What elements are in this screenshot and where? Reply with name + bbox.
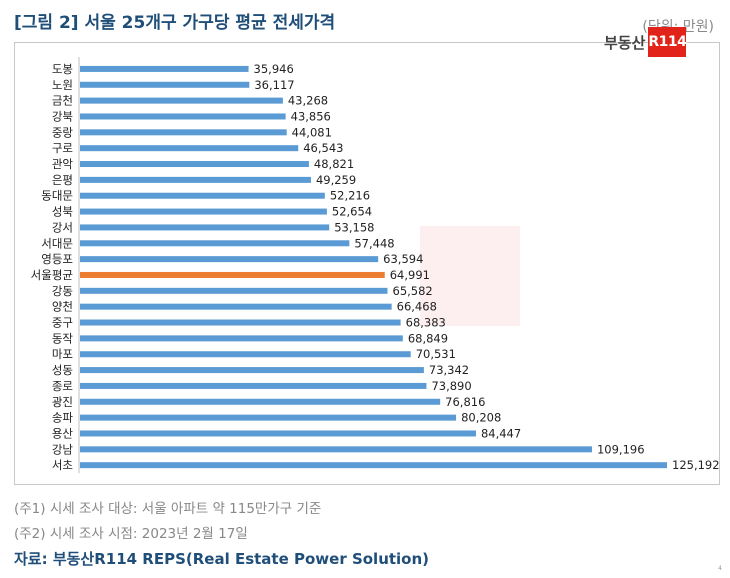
footnote-1: (주1) 시세 조사 대상: 서울 아파트 약 115만가구 기준 — [14, 501, 322, 517]
value-label: 64,991 — [390, 268, 430, 282]
bar — [80, 430, 476, 437]
bar — [80, 256, 379, 263]
bar — [80, 192, 325, 199]
category-label: 관악 — [52, 157, 74, 171]
category-label: 성동 — [52, 363, 73, 377]
bar — [80, 81, 250, 88]
value-label: 68,383 — [406, 316, 446, 330]
value-label: 109,196 — [597, 442, 645, 456]
category-label: 강동 — [52, 284, 73, 298]
category-label: 양천 — [52, 300, 73, 314]
bar — [80, 113, 286, 120]
bar — [80, 303, 392, 310]
value-label: 49,259 — [316, 173, 356, 187]
category-label: 도봉 — [52, 62, 73, 76]
value-label: 84,447 — [481, 426, 521, 440]
category-label: 마포 — [52, 347, 73, 361]
bar — [80, 97, 283, 104]
bar — [80, 367, 424, 374]
source-line: 자료: 부동산R114 REPS(Real Estate Power Solut… — [14, 550, 430, 568]
bar — [80, 145, 299, 152]
category-label: 용산 — [52, 426, 74, 440]
category-label: 금천 — [52, 94, 73, 108]
bar — [80, 446, 592, 453]
category-label: 서울평균 — [31, 268, 73, 282]
value-label: 65,582 — [393, 284, 433, 298]
bar-chart: 도봉 35,946 노원 36,117 금천 43,268 강북 43,856 중랑 44,081… — [31, 57, 720, 474]
category-label: 은평 — [52, 173, 73, 187]
value-label: 66,468 — [397, 300, 437, 314]
chart-area: 도봉 35,946 노원 36,117 금천 43,268 강북 43,856 중랑 44,081… — [14, 42, 720, 485]
value-label: 68,849 — [408, 331, 448, 345]
category-label: 중랑 — [52, 125, 74, 139]
category-label: 성북 — [52, 205, 73, 219]
bar — [80, 398, 441, 405]
chart-title: [그림 2] 서울 25개구 가구당 평균 전세가격 — [14, 13, 336, 33]
category-label: 중구 — [52, 316, 73, 330]
value-label: 57,448 — [354, 236, 394, 250]
bar — [80, 129, 287, 136]
value-label: 53,158 — [334, 220, 374, 234]
bar — [80, 161, 309, 168]
value-label: 43,856 — [291, 109, 331, 123]
value-label: 76,816 — [445, 395, 485, 409]
category-label: 서대문 — [41, 236, 73, 250]
watermark-logo — [420, 226, 520, 326]
page-number: 4 — [718, 565, 722, 572]
category-label: 송파 — [52, 411, 74, 425]
bar — [80, 224, 330, 231]
value-label: 52,216 — [330, 189, 370, 203]
logo-text: 부동산 — [604, 33, 646, 52]
category-label: 광진 — [52, 395, 73, 409]
value-label: 73,342 — [429, 363, 469, 377]
bar — [80, 462, 667, 469]
category-label: 서초 — [52, 458, 73, 472]
category-label: 강북 — [52, 109, 73, 123]
bar — [80, 176, 311, 183]
value-label: 63,594 — [383, 252, 423, 266]
bar — [80, 208, 327, 215]
bar — [80, 240, 350, 247]
value-label: 35,946 — [254, 62, 294, 76]
bar-highlight — [80, 271, 385, 278]
value-label: 80,208 — [461, 411, 501, 425]
value-label: 43,268 — [288, 94, 328, 108]
category-label: 동대문 — [41, 189, 73, 203]
category-label: 영등포 — [41, 252, 73, 266]
value-label: 44,081 — [292, 125, 332, 139]
logo-mark: R114 — [648, 27, 687, 57]
category-label: 구로 — [52, 141, 73, 155]
bar — [80, 287, 388, 294]
category-label: 강남 — [52, 442, 74, 456]
bar — [80, 414, 457, 421]
bar — [80, 335, 403, 342]
bar — [80, 351, 411, 358]
category-label: 강서 — [52, 220, 73, 234]
footnote-2: (주2) 시세 조사 시점: 2023년 2월 17일 — [14, 526, 248, 542]
value-label: 36,117 — [254, 78, 294, 92]
value-label: 125,192 — [672, 458, 720, 472]
value-label: 52,654 — [332, 205, 372, 219]
category-label: 동작 — [52, 331, 74, 345]
value-label: 73,890 — [431, 379, 471, 393]
value-label: 46,543 — [303, 141, 343, 155]
category-label: 노원 — [52, 78, 73, 92]
bar — [80, 382, 427, 389]
value-label: 48,821 — [314, 157, 354, 171]
category-label: 종로 — [52, 379, 73, 393]
brand-logo: 부동산 R114 — [604, 27, 687, 57]
value-label: 70,531 — [416, 347, 456, 361]
bar — [80, 319, 401, 326]
bar — [80, 65, 249, 72]
